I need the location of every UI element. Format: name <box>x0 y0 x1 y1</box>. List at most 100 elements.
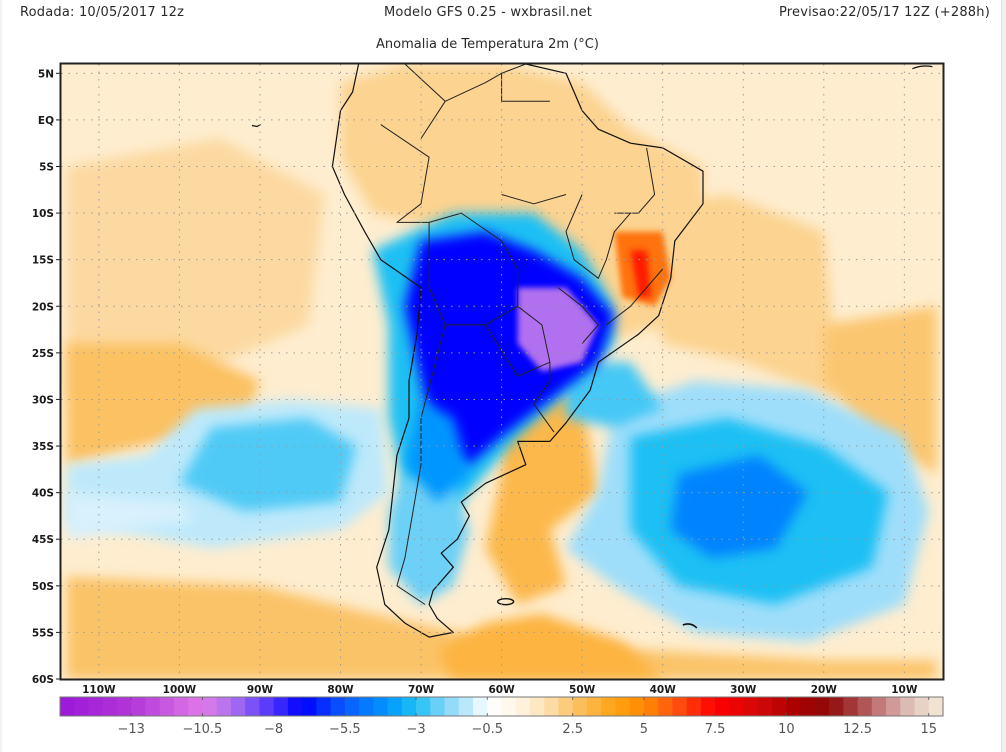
south-america-coastline <box>331 64 704 638</box>
lon-tick-label: 20W <box>811 684 838 696</box>
country-border <box>533 362 555 433</box>
lat-tick-label: 5S <box>39 162 54 174</box>
colorbar-tick-label: −8 <box>264 722 283 737</box>
lon-tick-label: 80W <box>327 684 354 696</box>
country-border <box>614 147 656 214</box>
colorbar-bin <box>529 697 545 716</box>
colorbar-bin <box>615 697 631 716</box>
lat-tick-label: 35S <box>32 441 54 453</box>
colorbar-bin <box>658 697 673 716</box>
lon-tick-label: 30W <box>730 684 757 696</box>
colorbar-bin <box>330 697 346 716</box>
colorbar-bin <box>145 697 161 716</box>
colorbar-bin <box>159 697 175 716</box>
lat-tick-label: 55S <box>32 627 54 639</box>
colorbar-bin <box>401 697 417 716</box>
colorbar-bin <box>102 697 118 716</box>
brazil-interior-cold-core <box>517 287 599 372</box>
colorbar-bin <box>60 697 75 716</box>
colorbar-bin <box>857 697 873 716</box>
lon-tick-label: 50W <box>569 684 596 696</box>
model-name-label: Modelo GFS 0.25 - wxbrasil.net <box>384 5 593 20</box>
colorbar-tick-label: −13 <box>117 722 144 737</box>
colorbar-tick-label: 15 <box>920 722 937 737</box>
colorbar-bin <box>643 697 659 716</box>
map-frame <box>59 62 945 681</box>
colorbar-bin <box>216 697 232 716</box>
colorbar-bin <box>686 697 702 716</box>
colorbar-bin <box>173 697 189 716</box>
colorbar-bin <box>914 697 930 716</box>
colorbar-tick-label: −3 <box>406 722 425 737</box>
latitude-axis: 5N EQ 5S 10S 15S 20S 25S 30S 35S 40S 45S 50S 55S 60S <box>32 68 61 686</box>
southern-ocean-warm <box>66 576 937 679</box>
map-title: Anomalia de Temperatura 2m (°C) <box>376 37 599 52</box>
colorbar-bin <box>430 697 446 716</box>
lon-tick-label: 100W <box>163 684 197 696</box>
country-border <box>396 324 446 605</box>
colorbar-bin <box>843 697 859 716</box>
south-georgia-island <box>682 623 698 629</box>
northeast-brazil-warm-core <box>630 250 651 297</box>
lon-tick-label: 40W <box>650 684 677 696</box>
colorbar-bin <box>672 697 688 716</box>
window-left-edge <box>0 0 2 752</box>
lat-tick-label: 40S <box>32 488 54 500</box>
colorbar-bin <box>287 697 303 716</box>
colorbar-bin <box>387 697 403 716</box>
colorbar-bin <box>871 697 887 716</box>
colorbar-tick-label: −5.5 <box>329 722 361 737</box>
colorbar-bin <box>829 697 844 716</box>
lon-tick-label: 70W <box>408 684 435 696</box>
colorbar-bin <box>458 697 474 716</box>
colorbar-bin <box>88 697 104 716</box>
colorbar-bin <box>344 697 360 716</box>
colorbar-bin <box>786 697 802 716</box>
colorbar-bin <box>131 697 147 716</box>
lat-tick-label: 5N <box>38 68 54 80</box>
lon-tick-label: 10W <box>891 684 918 696</box>
africa-coast <box>912 65 933 70</box>
colorbar-bin <box>814 697 830 716</box>
colorbar-bin <box>316 697 332 716</box>
drake-warm <box>437 613 663 679</box>
colorbar-bin <box>928 697 944 716</box>
country-border <box>557 287 599 344</box>
colorbar-bin <box>273 697 289 716</box>
longitude-axis: 110W 100W 90W 80W 70W 60W 50W 40W 30W 20W 10W <box>82 684 918 696</box>
lon-tick-label: 110W <box>82 684 116 696</box>
lat-tick-label: 25S <box>32 348 54 360</box>
country-border <box>420 64 526 139</box>
colorbar-bin <box>700 697 716 716</box>
colorbar-bin <box>743 697 759 716</box>
pacific-warm-core <box>66 343 260 465</box>
colorbar-bin <box>544 697 560 716</box>
colorbar-tick-label: −10.5 <box>182 722 222 737</box>
colorbar-bin <box>487 697 503 716</box>
lat-tick-label: 50S <box>32 581 54 593</box>
colorbar-bin <box>116 697 132 716</box>
country-border <box>404 64 446 102</box>
lat-tick-label: 60S <box>32 674 54 686</box>
colorbar-bin <box>302 697 317 716</box>
colorbar-bin <box>515 697 531 716</box>
colorbar-bin <box>373 697 389 716</box>
colorbar-bin <box>188 697 204 716</box>
colorbar-bin <box>259 697 275 716</box>
colorbar-bin <box>444 697 460 716</box>
colorbar-bin <box>800 697 816 716</box>
colorbar-tick-label: 5 <box>640 722 648 737</box>
colorbar-frame <box>59 696 944 717</box>
country-border <box>428 212 519 326</box>
south-atlantic-cold-pool <box>670 455 808 558</box>
lat-tick-label: 45S <box>32 534 54 546</box>
lat-tick-label: 15S <box>32 255 54 267</box>
colorbar-bin <box>202 697 218 716</box>
colorbar-tick-label: 7.5 <box>705 722 726 737</box>
lat-tick-label: 20S <box>32 301 54 313</box>
colorbar-bin <box>572 697 588 716</box>
country-border <box>605 268 664 326</box>
forecast-time-label: Previsao:22/05/17 12Z (+288h) <box>778 5 990 20</box>
colorbar-tick-label: 10 <box>778 722 795 737</box>
